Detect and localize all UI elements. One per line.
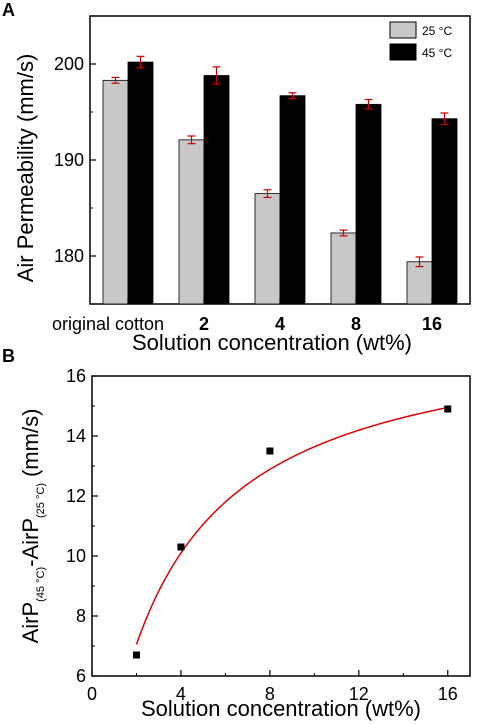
bar-45c	[279, 95, 306, 305]
y-tick-label: 200	[54, 54, 84, 74]
data-point	[132, 651, 140, 659]
y-tick-label: 6	[76, 666, 86, 686]
legend-swatch-45c	[389, 43, 417, 61]
fit-curve	[135, 406, 448, 645]
panel-b-y-axis: 6 8 10 12 14 16	[66, 366, 98, 686]
bar-45c	[431, 118, 458, 305]
panel-a-letter: A	[2, 0, 15, 20]
panel-b-x-axis: 0 4 8 12 16	[87, 670, 458, 704]
panel-b-points	[132, 405, 452, 659]
panel-b-letter: B	[2, 346, 15, 366]
panel-a-bars	[102, 61, 458, 305]
bar-45c	[203, 75, 230, 305]
panel-a-x-axis: original cotton 2 4 8 16	[52, 298, 442, 334]
ylabel-sub-45: (45 °C)	[35, 567, 47, 602]
legend-label-25c: 25 °C	[422, 24, 452, 38]
x-tick-label: 8	[351, 314, 361, 334]
x-tick-label: 12	[349, 684, 369, 704]
panel-b-x-axis-label: Solution concentration (wt%)	[141, 696, 421, 721]
bar-25c	[102, 79, 129, 305]
panel-b-y-label-text: AirP(45 °C)-AirP(25 °C) (mm/s)	[18, 409, 47, 644]
x-tick-label: 16	[422, 314, 442, 334]
panel-a-legend: 25 °C 45 °C	[389, 21, 452, 61]
bar-25c	[330, 232, 357, 305]
ylabel-airp-1: AirP	[18, 602, 43, 644]
bar-25c	[254, 193, 281, 305]
panel-a: A 180 190 200 original cotton 2 4 8 16 Air Per…	[2, 0, 471, 355]
panel-a-x-axis-label: Solution concentration (wt%)	[132, 330, 412, 355]
panel-a-y-axis: 180 190 200	[54, 15, 96, 305]
data-point	[177, 543, 185, 551]
y-tick-label: 10	[66, 546, 86, 566]
data-point	[444, 405, 452, 413]
panel-a-error-bars	[111, 55, 449, 268]
x-tick-label: 8	[265, 684, 275, 704]
panel-b-y-axis-label: AirP(45 °C)-AirP(25 °C) (mm/s)	[18, 409, 47, 644]
ylabel-airp-2: -AirP	[18, 518, 43, 567]
x-tick-label: 2	[199, 314, 209, 334]
bar-25c	[178, 139, 205, 305]
x-tick-label: 16	[438, 684, 458, 704]
y-tick-label: 190	[54, 150, 84, 170]
ylabel-sub-25: (25 °C)	[35, 483, 47, 518]
panel-b-plot-frame	[91, 375, 471, 677]
legend-label-45c: 45 °C	[422, 46, 452, 60]
y-tick-label: 180	[54, 246, 84, 266]
data-point	[266, 447, 274, 455]
bar-45c	[355, 103, 382, 305]
y-tick-label: 12	[66, 486, 86, 506]
panel-b: B 6 8 10 12 14 16 0 4 8 12 16 Solution concentrat…	[2, 346, 471, 721]
y-tick-label: 8	[76, 606, 86, 626]
x-tick-label: 4	[176, 684, 186, 704]
bar-25c	[406, 261, 433, 305]
legend-swatch-25c	[389, 21, 417, 39]
ylabel-unit: (mm/s)	[18, 409, 43, 477]
bar-45c	[127, 61, 154, 305]
y-tick-label: 14	[66, 426, 86, 446]
y-tick-label: 16	[66, 366, 86, 386]
x-tick-label: 0	[87, 684, 97, 704]
panel-a-y-axis-label: Air Permeability (mm/s)	[13, 54, 38, 283]
x-tick-label: original cotton	[52, 314, 164, 334]
x-tick-label: 4	[275, 314, 285, 334]
